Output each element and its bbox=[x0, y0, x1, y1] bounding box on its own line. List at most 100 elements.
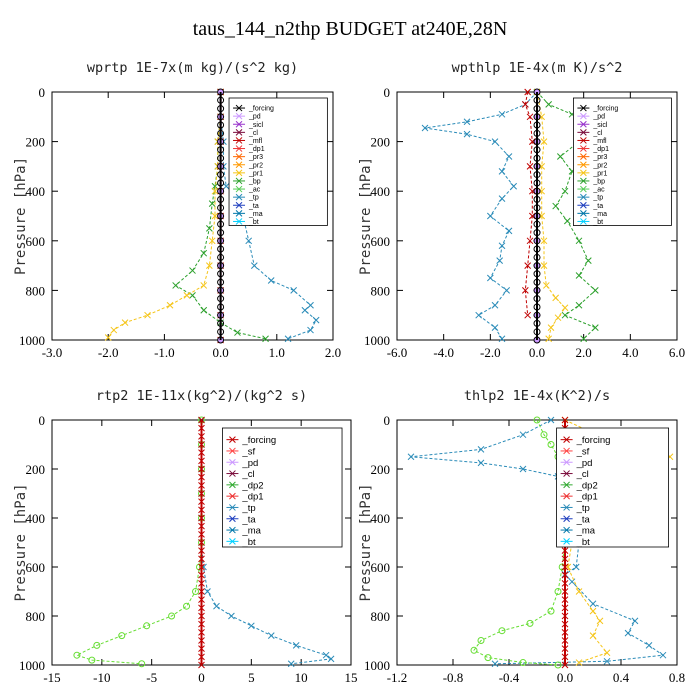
y-tick-label: 0 bbox=[39, 413, 46, 428]
data-point bbox=[547, 441, 555, 448]
data-point bbox=[477, 446, 485, 453]
page-title: taus_144_n2thp BUDGET at240E,28N bbox=[192, 18, 508, 40]
panel-title: wpthlp 1E-4x(m K)/s^2 bbox=[452, 60, 623, 76]
data-point bbox=[463, 130, 471, 138]
legend-marker bbox=[563, 458, 570, 466]
legend-label: _pd bbox=[248, 114, 261, 121]
legend-entry: _mfl bbox=[577, 137, 607, 145]
y-tick-label: 400 bbox=[371, 511, 391, 526]
data-point bbox=[217, 179, 225, 187]
data-point bbox=[561, 416, 569, 424]
data-point bbox=[575, 237, 583, 245]
legend-marker bbox=[229, 481, 236, 489]
legend-box bbox=[556, 427, 669, 548]
legend-entry: _pr1 bbox=[233, 169, 263, 177]
data-point bbox=[533, 328, 541, 336]
x-tick-label: -10 bbox=[93, 670, 110, 685]
legend-label: _dp2 bbox=[576, 480, 598, 491]
data-point bbox=[540, 431, 548, 439]
data-point bbox=[533, 278, 541, 286]
data-point bbox=[198, 457, 205, 465]
legend-label: _ma bbox=[592, 211, 607, 218]
data-point bbox=[198, 588, 205, 595]
data-point bbox=[645, 642, 653, 649]
legend-entry: _sf bbox=[560, 446, 590, 457]
legend-label: _dp1 bbox=[248, 146, 265, 153]
data-point bbox=[561, 187, 569, 195]
legend-entry: _pr2 bbox=[577, 161, 608, 169]
x-tick-label: -15 bbox=[43, 670, 60, 685]
data-point bbox=[217, 162, 225, 170]
data-point bbox=[491, 301, 499, 309]
data-point bbox=[217, 319, 225, 327]
data-point bbox=[589, 600, 597, 608]
legend-marker bbox=[229, 526, 236, 534]
legend-entry: _sicl bbox=[577, 120, 608, 129]
data-point bbox=[556, 153, 564, 160]
data-point bbox=[561, 629, 569, 636]
legend-label: _bt bbox=[248, 219, 259, 226]
data-point bbox=[491, 660, 499, 668]
legend-label: _sf bbox=[241, 446, 255, 457]
data-point bbox=[198, 612, 205, 620]
data-point bbox=[545, 101, 553, 108]
legend-entry: _tp bbox=[233, 193, 259, 202]
data-point bbox=[519, 431, 527, 439]
data-point bbox=[533, 113, 541, 121]
data-point bbox=[561, 555, 569, 563]
data-point bbox=[198, 661, 205, 669]
legend-marker bbox=[563, 447, 570, 455]
legend-entry: _forcing bbox=[560, 435, 610, 446]
data-point bbox=[589, 607, 597, 615]
data-point bbox=[603, 657, 611, 665]
data-point bbox=[563, 217, 571, 225]
data-point bbox=[475, 311, 483, 319]
panel-title: wprtp 1E-7x(m kg)/(s^2 kg) bbox=[87, 60, 298, 76]
data-point bbox=[561, 547, 569, 554]
data-point bbox=[533, 187, 541, 195]
legend-entry: _dp1 bbox=[577, 145, 609, 153]
legend-marker bbox=[235, 161, 243, 169]
legend-entry: _bt bbox=[560, 537, 590, 548]
series-line bbox=[220, 92, 317, 340]
x-tick-label: 0.0 bbox=[557, 670, 573, 685]
x-tick-label: -6.0 bbox=[387, 345, 408, 360]
x-tick-label: 15 bbox=[345, 670, 358, 685]
data-point bbox=[498, 335, 506, 343]
y-tick-label: 200 bbox=[26, 135, 46, 150]
legend-entry: _cl bbox=[577, 128, 603, 137]
legend-entry: _forcing bbox=[226, 435, 276, 446]
y-tick-label: 200 bbox=[26, 462, 46, 477]
data-point bbox=[217, 113, 225, 121]
legend-marker bbox=[563, 526, 570, 534]
data-point bbox=[217, 303, 225, 311]
data-point bbox=[217, 154, 225, 162]
legend-label: _pd bbox=[241, 458, 258, 469]
legend-entry: _pr2 bbox=[233, 161, 263, 169]
data-point bbox=[217, 328, 225, 336]
data-point bbox=[93, 641, 101, 649]
data-point bbox=[267, 632, 275, 639]
data-point bbox=[198, 620, 205, 628]
legend: _forcing_pd_sicl_cl_mfl_dp1_pr3_pr2_pr1_… bbox=[573, 97, 672, 226]
data-point bbox=[200, 249, 208, 257]
data-point bbox=[533, 146, 541, 154]
data-point bbox=[217, 336, 225, 344]
data-point bbox=[603, 649, 611, 657]
data-point bbox=[533, 303, 541, 311]
series-dp1 bbox=[73, 416, 205, 668]
legend-marker bbox=[580, 201, 587, 209]
data-point bbox=[533, 245, 541, 253]
data-point bbox=[217, 171, 225, 179]
data-point bbox=[552, 202, 560, 210]
data-point bbox=[198, 645, 205, 652]
data-point bbox=[526, 113, 534, 121]
data-point bbox=[217, 88, 225, 96]
data-point bbox=[211, 182, 219, 190]
x-tick-label: 0.8 bbox=[669, 670, 685, 685]
data-point bbox=[198, 596, 205, 603]
data-point bbox=[198, 571, 205, 579]
data-point bbox=[575, 659, 583, 666]
legend-marker bbox=[563, 470, 570, 477]
legend-marker bbox=[235, 128, 243, 136]
